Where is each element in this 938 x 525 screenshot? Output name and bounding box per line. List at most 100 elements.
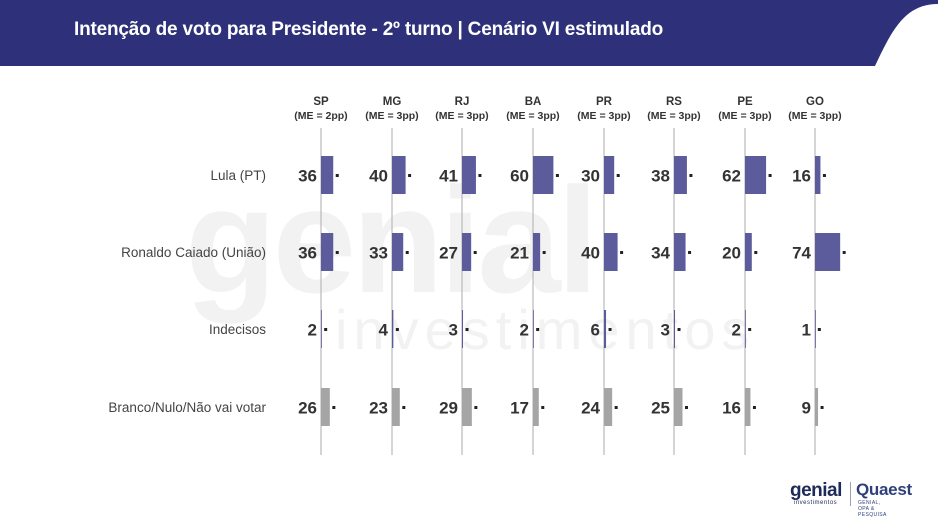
data-label: 38 bbox=[651, 167, 670, 186]
error-marker bbox=[335, 251, 339, 254]
region-label: RJ bbox=[455, 96, 470, 108]
data-label: 2 bbox=[520, 321, 529, 340]
series-label: Branco/Nulo/Não vai votar bbox=[108, 400, 266, 415]
bar bbox=[392, 156, 406, 194]
error-marker bbox=[689, 174, 693, 177]
bar bbox=[392, 233, 404, 271]
bar bbox=[533, 310, 534, 348]
data-label: 41 bbox=[439, 167, 458, 186]
series-label: Indecisos bbox=[209, 322, 266, 337]
page-title: Intenção de voto para Presidente - 2º tu… bbox=[74, 19, 664, 40]
data-label: 23 bbox=[369, 399, 388, 418]
data-label: 3 bbox=[449, 321, 458, 340]
bar bbox=[745, 233, 752, 271]
error-marker bbox=[405, 251, 409, 254]
quaest-logo-sub: GENIAL, OPA & PESQUISA bbox=[858, 500, 887, 518]
genial-logo-sub: investimentos bbox=[794, 500, 838, 506]
bar bbox=[815, 156, 821, 194]
data-label: 29 bbox=[439, 399, 458, 418]
region-margin-label: (ME = 3pp) bbox=[577, 110, 630, 122]
error-marker bbox=[688, 251, 692, 254]
data-label: 26 bbox=[298, 399, 317, 418]
bar bbox=[604, 233, 618, 271]
data-label: 21 bbox=[510, 244, 529, 263]
error-marker bbox=[752, 406, 756, 409]
data-label: 30 bbox=[581, 167, 600, 186]
data-label: 1 bbox=[802, 321, 811, 340]
error-marker bbox=[616, 174, 620, 177]
bar bbox=[674, 233, 686, 271]
bar bbox=[462, 156, 476, 194]
region-margin-label: (ME = 3pp) bbox=[365, 110, 418, 122]
bar bbox=[745, 156, 767, 194]
data-label: 74 bbox=[792, 244, 811, 263]
quaest-logo: Quaest bbox=[856, 480, 912, 499]
error-marker bbox=[402, 406, 406, 409]
region-margin-label: (ME = 3pp) bbox=[788, 110, 841, 122]
bar bbox=[815, 388, 819, 426]
region-margin-label: (ME = 3pp) bbox=[647, 110, 700, 122]
data-label: 33 bbox=[369, 244, 388, 263]
bar bbox=[462, 310, 464, 348]
data-label: 17 bbox=[510, 399, 529, 418]
error-marker bbox=[335, 174, 339, 177]
bar bbox=[533, 156, 554, 194]
data-label: 25 bbox=[651, 399, 670, 418]
error-marker bbox=[817, 328, 821, 331]
logo-divider bbox=[850, 482, 851, 506]
error-marker bbox=[822, 174, 826, 177]
error-marker bbox=[768, 174, 772, 177]
bar bbox=[745, 310, 746, 348]
data-label: 24 bbox=[581, 399, 600, 418]
data-label: 27 bbox=[439, 244, 458, 263]
data-label: 36 bbox=[298, 244, 317, 263]
bar bbox=[674, 156, 687, 194]
bar bbox=[462, 233, 472, 271]
error-marker bbox=[541, 406, 545, 409]
data-label: 16 bbox=[792, 167, 811, 186]
bar bbox=[815, 310, 816, 348]
error-marker bbox=[474, 406, 478, 409]
region-label: PE bbox=[737, 96, 753, 108]
region-label: BA bbox=[525, 96, 542, 108]
error-marker bbox=[614, 406, 618, 409]
error-marker bbox=[542, 251, 546, 254]
data-label: 60 bbox=[510, 167, 529, 186]
error-marker bbox=[473, 251, 477, 254]
bar bbox=[604, 310, 607, 348]
data-label: 34 bbox=[651, 244, 670, 263]
bar bbox=[321, 233, 334, 271]
series-label: Ronaldo Caiado (União) bbox=[121, 245, 266, 260]
bar bbox=[392, 388, 400, 426]
error-marker bbox=[748, 328, 752, 331]
error-marker bbox=[677, 328, 681, 331]
error-marker bbox=[754, 251, 758, 254]
data-label: 16 bbox=[722, 399, 741, 418]
series-label: Lula (PT) bbox=[210, 168, 266, 183]
error-marker bbox=[536, 328, 540, 331]
error-marker bbox=[408, 174, 412, 177]
error-marker bbox=[820, 406, 824, 409]
region-label: PR bbox=[596, 96, 613, 108]
bar bbox=[533, 233, 541, 271]
bar bbox=[462, 388, 472, 426]
chart: SP (ME = 2pp) MG (ME = 3pp) RJ (ME = 3pp) BA (M… bbox=[108, 96, 846, 455]
bar bbox=[533, 388, 539, 426]
bar bbox=[321, 310, 322, 348]
region-margin-label: (ME = 2pp) bbox=[294, 110, 347, 122]
bar bbox=[815, 233, 841, 271]
error-marker bbox=[332, 406, 336, 409]
bar bbox=[745, 388, 751, 426]
error-marker bbox=[842, 251, 846, 254]
region-label: MG bbox=[383, 96, 402, 108]
region-margin-label: (ME = 3pp) bbox=[435, 110, 488, 122]
header-banner: Intenção de voto para Presidente - 2º tu… bbox=[0, 0, 938, 66]
error-marker bbox=[555, 174, 559, 177]
data-label: 20 bbox=[722, 244, 741, 263]
region-label: RS bbox=[666, 96, 682, 108]
header-background bbox=[0, 0, 938, 66]
error-marker bbox=[324, 328, 328, 331]
region-label: GO bbox=[806, 96, 824, 108]
bar bbox=[604, 156, 615, 194]
error-marker bbox=[478, 174, 482, 177]
